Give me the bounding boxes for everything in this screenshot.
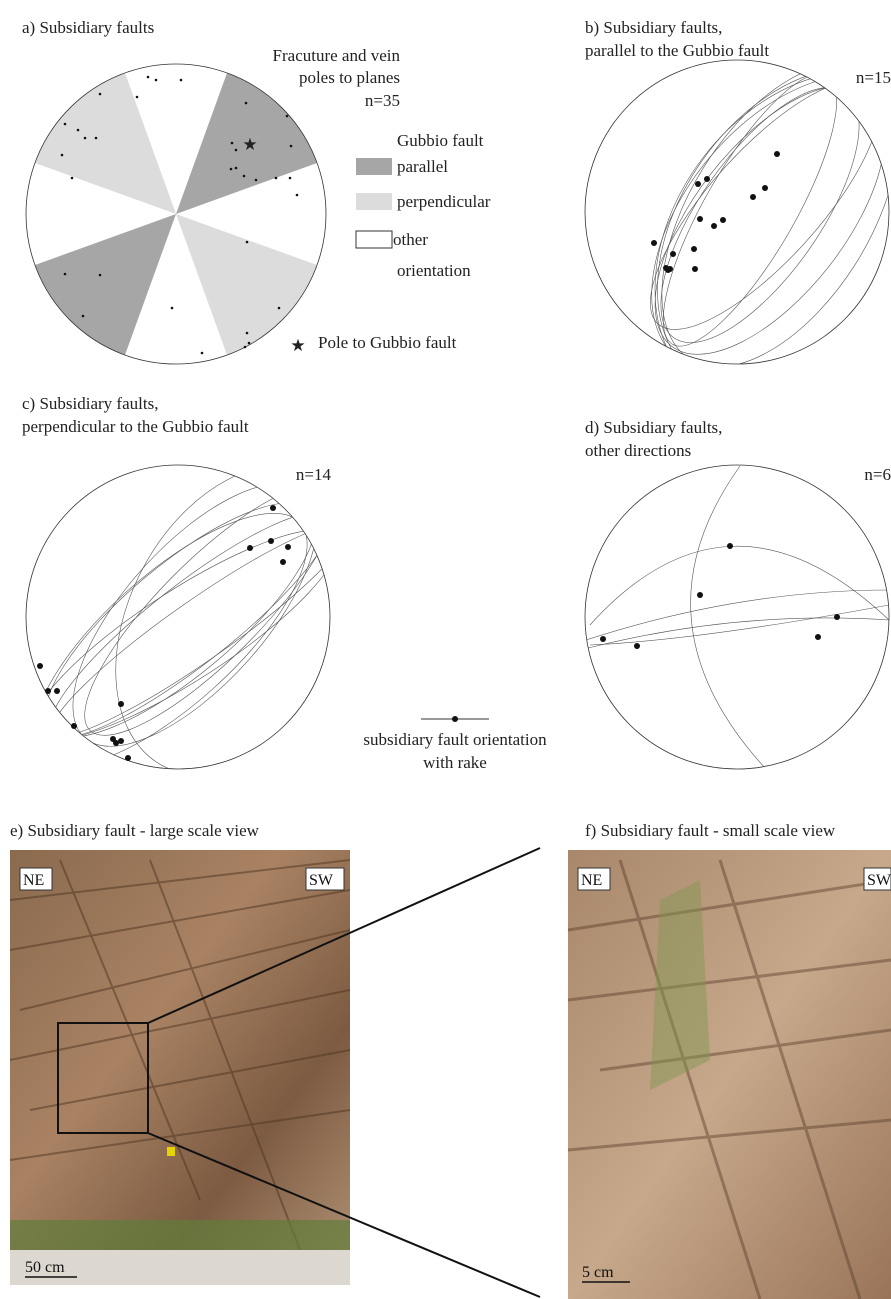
panel-title: e) Subsidiary fault - large scale view	[10, 821, 260, 840]
zoom-line	[147, 847, 541, 1024]
subtitle: poles to planes	[299, 68, 400, 87]
label-box	[577, 867, 611, 891]
panel-title: other directions	[585, 441, 691, 460]
panel-title: f) Subsidiary fault - small scale view	[585, 821, 836, 840]
photo-small-scale	[567, 850, 891, 1299]
count: n=35	[365, 91, 400, 110]
panel-title: parallel to the Gubbio fault	[585, 41, 769, 60]
legend-swatch	[355, 230, 393, 249]
panel-title: perpendicular to the Gubbio fault	[22, 417, 249, 436]
label-box	[305, 867, 345, 891]
direction-label: SW	[309, 872, 334, 889]
label-box	[863, 867, 891, 891]
legend-label: parallel	[397, 157, 448, 176]
legend-swatch	[356, 193, 392, 210]
stereonet-d	[584, 464, 890, 770]
direction-label: SW	[867, 872, 891, 889]
count: n=15	[856, 68, 891, 87]
legend-label: perpendicular	[397, 192, 491, 211]
legend-label: subsidiary fault orientation	[363, 730, 547, 749]
direction-label: NE	[23, 872, 44, 889]
legend-label: Pole to Gubbio fault	[318, 333, 457, 352]
stereonet-a: ★	[25, 63, 327, 365]
zoom-line	[147, 1132, 541, 1298]
subtitle: Fracuture and vein	[273, 46, 401, 65]
panel-title: d) Subsidiary faults,	[585, 418, 722, 437]
count: n=6	[864, 465, 891, 484]
legend-label: other	[393, 230, 428, 249]
panel-title: b) Subsidiary faults,	[585, 18, 722, 37]
photo-large-scale	[9, 850, 351, 1285]
star-icon: ★	[290, 336, 305, 355]
panel-title: c) Subsidiary faults,	[22, 394, 158, 413]
legend-title: Gubbio fault	[397, 131, 484, 150]
gubbio-pole: ★	[242, 135, 257, 154]
direction-label: NE	[581, 872, 602, 889]
stereonet-c	[25, 464, 331, 770]
count: n=14	[296, 465, 332, 484]
legend-label: orientation	[397, 261, 471, 280]
legend-label: with rake	[423, 753, 487, 772]
rake-symbol	[421, 716, 489, 722]
label-box	[19, 867, 53, 891]
scale-label: 50 cm	[25, 1259, 65, 1276]
panel-title: a) Subsidiary faults	[22, 18, 154, 37]
legend-swatch	[356, 158, 392, 175]
stereonet-b	[584, 59, 890, 365]
scale-label: 5 cm	[582, 1264, 614, 1281]
